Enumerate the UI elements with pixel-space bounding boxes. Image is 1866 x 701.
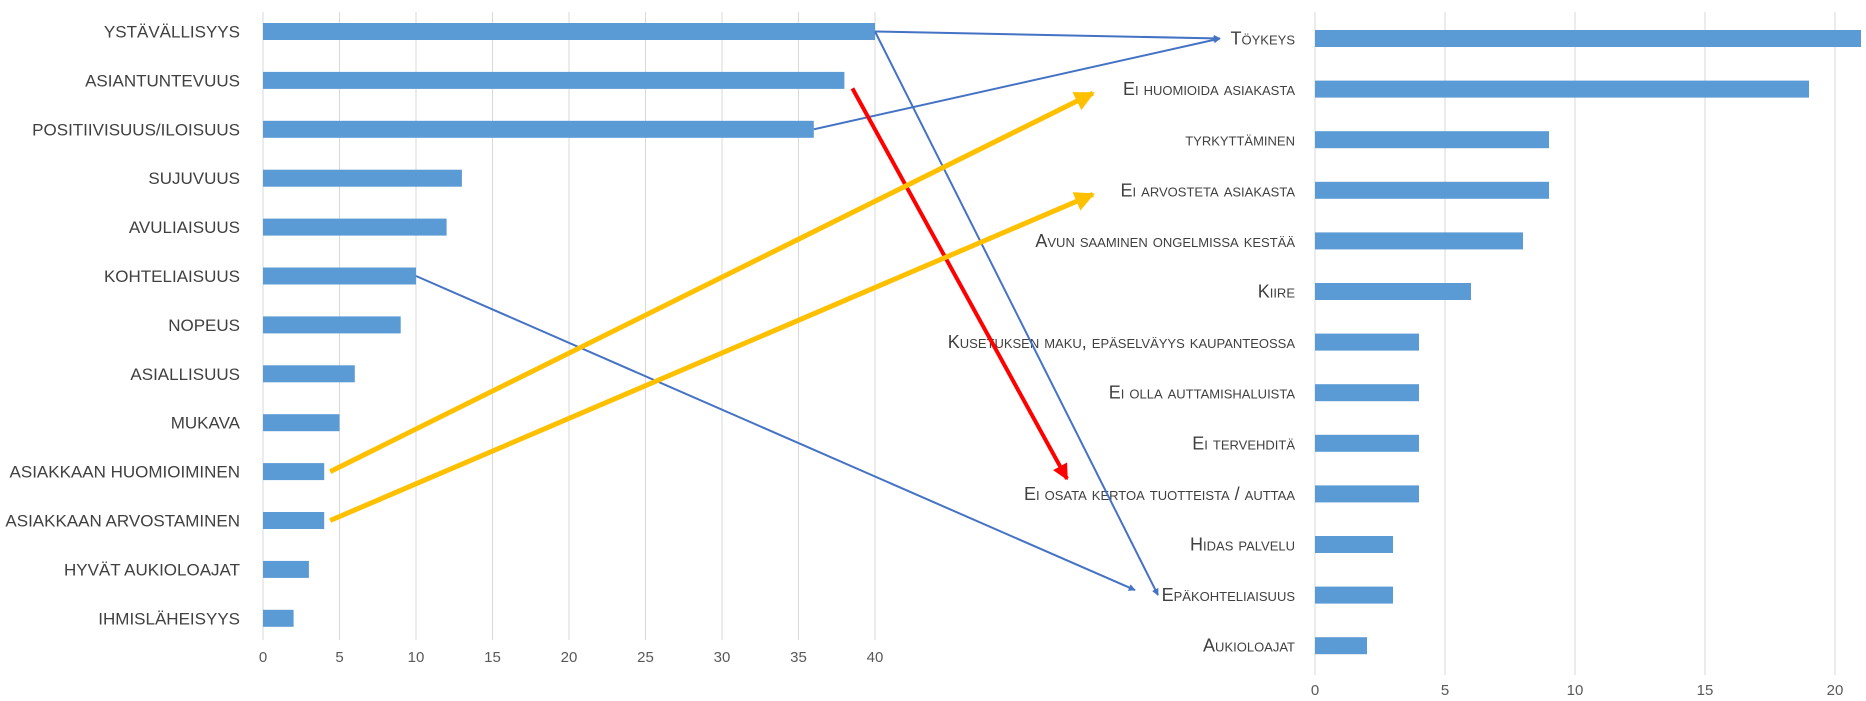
left-category-label: ASIAKKAAN ARVOSTAMINEN [5,512,240,531]
left-x-tick-label: 40 [867,649,884,666]
arrow-asiakkaan-huomioiminen-to-ei-huomioida-asiakasta [329,90,1095,474]
left-bar-asiakkaan-huomioiminen [263,463,325,481]
left-bar-positiivisuus-iloisuus [263,120,814,138]
right-category-label: Hidas palvelu [1190,535,1295,555]
arrow-asiantuntevuus-to-ei-osata-kertoa-tuotteista-auttaa [850,87,1069,481]
left-x-tick-label: 35 [790,649,807,666]
right-bar-hidas-palvelu [1315,536,1393,553]
left-category-label: IHMISLÄHEISYYS [98,609,240,628]
right-category-label: tyrkyttäminen [1185,130,1295,150]
right-x-tick-label: 0 [1311,682,1319,699]
right-category-label: Kusetuksen maku, epäselväyys kaupanteoss… [948,332,1296,352]
left-x-tick-label: 0 [259,649,267,666]
left-x-tick-label: 30 [714,649,731,666]
right-bar-ei-huomioida-asiakasta [1315,80,1809,98]
arrow-positiivisuus-iloisuus-to-toykeys [813,36,1221,131]
right-bar-ei-tervehdita [1315,434,1419,452]
right-bar-toykeys [1315,30,1861,47]
left-bar-nopeus [263,316,401,334]
right-x-tick-label: 20 [1827,682,1844,699]
left-bar-asiallisuus [263,365,355,383]
left-bar-asiakkaan-arvostaminen [263,512,325,529]
arrow-kohteliaisuus-to-epakohteliaisuus [415,275,1136,592]
left-bar-ystavallisyys [263,23,875,40]
right-bar-avun-saaminen-ongelmissa-kestaa [1315,232,1523,250]
left-category-label: MUKAVA [171,414,241,433]
right-bar-ei-arvosteta-asiakasta [1315,181,1549,199]
left-category-label: NOPEUS [168,316,240,335]
left-x-tick-label: 10 [408,649,425,666]
right-bar-ei-olla-auttamishaluista [1315,384,1419,402]
left-category-label: HYVÄT AUKIOLOAJAT [64,560,240,579]
right-x-tick-label: 5 [1441,682,1449,699]
arrow-asiakkaan-arvostaminen-to-ei-arvosteta-asiakasta [329,192,1095,523]
left-category-label: ASIANTUNTEVUUS [85,71,240,90]
right-category-label: Epäkohteliaisuus [1162,585,1296,605]
right-bar-aukioloajat [1315,637,1367,655]
left-category-label: AVULIAISUUS [129,218,240,237]
negative-attributes-chart: 0 5 10 15 20 Töykeys Ei huomioida asiakasta tyr… [948,12,1861,699]
right-bar-ei-osata-kertoa-tuotteista-auttaa [1315,485,1419,503]
right-bar-epakohteliaisuus [1315,586,1393,604]
connector-arrows [329,30,1221,596]
right-category-label: Ei tervehditä [1192,433,1295,453]
right-category-label: Töykeys [1231,29,1296,49]
arrow-ystavallisyys-to-toykeys [874,30,1221,42]
right-category-label: Aukioloajat [1203,636,1295,656]
positive-attributes-chart: 0 5 10 15 20 25 30 35 40 YSTÄVÄLLISYYS ASIANTUNTEV… [5,12,883,666]
left-category-label: KOHTELIAISUUS [104,267,240,286]
left-bar-avuliaisuus [263,218,447,236]
left-bar-mukava [263,414,340,432]
left-category-label: SUJUVUUS [148,169,240,188]
left-category-label: YSTÄVÄLLISYYS [104,23,240,42]
left-x-tick-label: 20 [561,649,578,666]
right-x-tick-label: 15 [1697,682,1714,699]
arrow-ystavallisyys-to-epakohteliaisuus [874,31,1159,596]
right-category-label: Avun saaminen ongelmissa kestää [1035,231,1295,251]
right-category-label: Ei huomioida asiakasta [1123,79,1295,99]
right-bar-kusetuksen-maku-epaselvayys-kaupanteossa [1315,333,1419,351]
right-category-label: Ei osata kertoa tuotteista / auttaa [1024,484,1295,504]
left-x-tick-label: 25 [637,649,654,666]
left-bar-ihmislaheisyys [263,609,294,627]
left-category-label: ASIALLISUUS [130,365,240,384]
right-bar-tyrkyttaminen [1315,131,1549,149]
left-x-tick-label: 5 [335,649,343,666]
right-category-label: Ei arvosteta asiakasta [1121,180,1296,200]
left-bar-hyvat-aukioloajat [263,560,309,578]
left-bar-kohteliaisuus [263,267,416,285]
right-category-label: Ei olla auttamishaluista [1109,383,1296,403]
right-category-label: Kiire [1258,282,1296,302]
left-bar-asiantuntevuus [263,71,845,89]
right-x-tick-label: 10 [1567,682,1584,699]
left-category-label: ASIAKKAAN HUOMIOIMINEN [10,463,240,482]
left-bar-sujuvuus [263,169,462,187]
left-x-tick-label: 15 [484,649,501,666]
left-category-label: POSITIIVISUUS/ILOISUUS [32,120,240,139]
right-bar-kiire [1315,283,1471,300]
